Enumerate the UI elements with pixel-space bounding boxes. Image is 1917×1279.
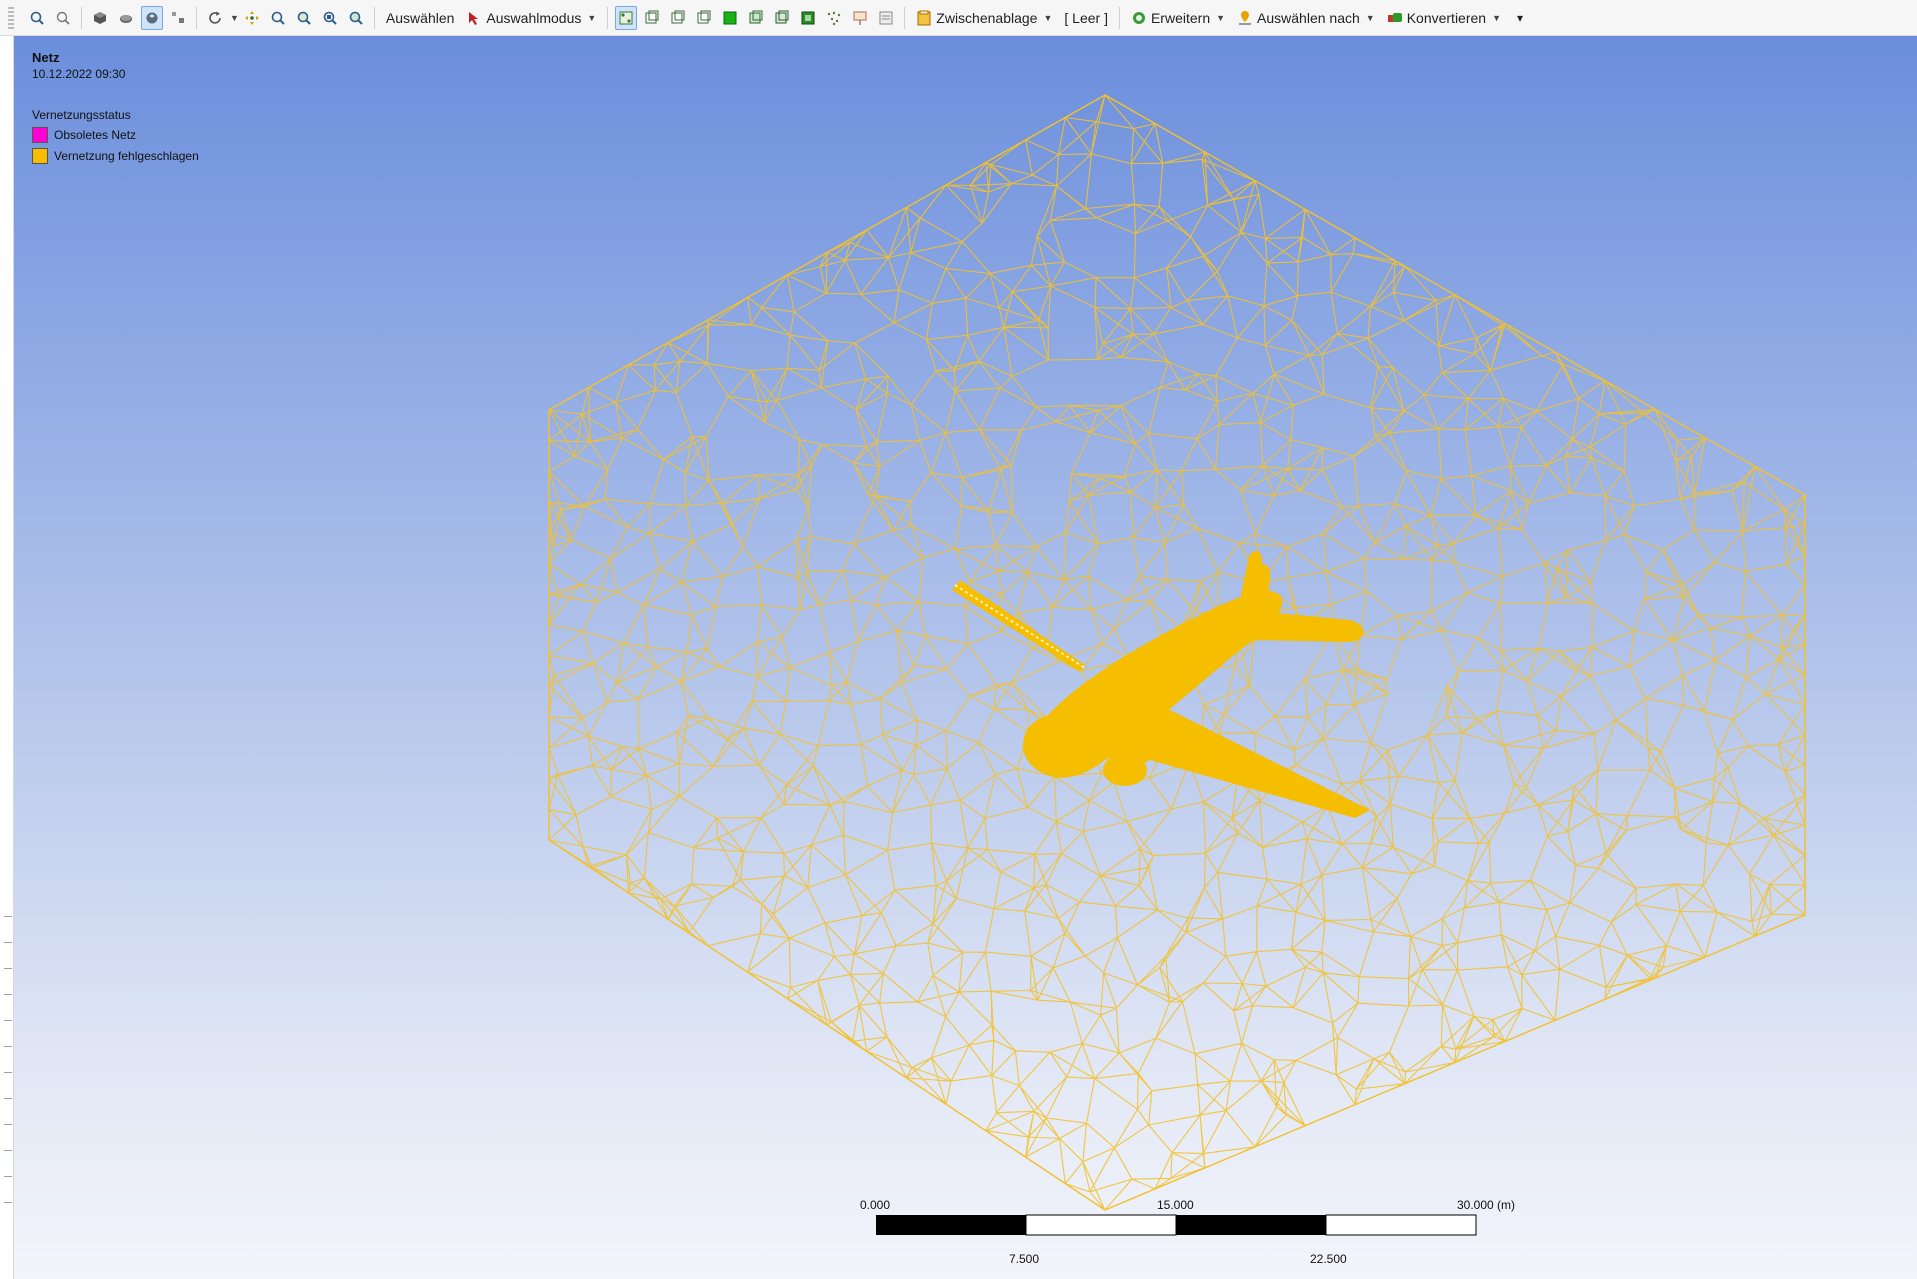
convert-icon xyxy=(1387,12,1402,22)
empty-selection-indicator: [ Leer ] xyxy=(1064,9,1108,26)
body-select-icon[interactable] xyxy=(141,5,163,30)
ruler-tick xyxy=(4,942,12,943)
legend-item-failed: Vernetzung fehlgeschlagen xyxy=(32,148,199,164)
legend-item-obsolete: Obsoletes Netz xyxy=(32,127,199,143)
view-title: Netz xyxy=(32,50,60,65)
select-by-button[interactable]: Auswählen nach ▼ xyxy=(1233,6,1379,30)
chevron-down-icon: ▼ xyxy=(1365,12,1375,23)
scale-label-7-5: 7.500 xyxy=(1009,1252,1040,1266)
toolbar-separator xyxy=(607,6,609,29)
aircraft-fuselage xyxy=(1030,591,1283,778)
body-filter-icon[interactable] xyxy=(693,6,715,30)
toolbar-separator xyxy=(81,6,82,29)
solid-body-icon[interactable] xyxy=(89,6,111,30)
chevron-down-icon: ▼ xyxy=(587,12,597,23)
toolbar-separator xyxy=(904,6,906,29)
ruler-tick xyxy=(4,1150,12,1151)
pan-icon[interactable] xyxy=(241,6,263,30)
face-filter-icon[interactable] xyxy=(667,6,689,30)
location-pin-icon xyxy=(1239,10,1252,25)
aircraft-engine-right xyxy=(1103,754,1147,786)
scale-segment-3 xyxy=(1176,1215,1326,1235)
box-zoom-icon[interactable] xyxy=(293,6,315,30)
scale-label-22-5: 22.500 xyxy=(1310,1252,1347,1266)
zoom-icon[interactable] xyxy=(267,6,289,30)
legend-swatch-failed xyxy=(32,148,48,164)
aircraft-geometry xyxy=(952,551,1370,818)
aircraft-stabilizer xyxy=(1245,610,1364,642)
extend-button[interactable]: Erweitern ▼ xyxy=(1127,6,1229,30)
info-overlay: Netz 10.12.2022 09:30 Vernetzungsstatus … xyxy=(32,50,199,164)
zoom-out-icon[interactable] xyxy=(52,6,74,30)
legend-title: Vernetzungsstatus xyxy=(32,108,131,122)
magnifier-window-icon[interactable] xyxy=(345,6,367,30)
ruler-tick xyxy=(4,994,12,995)
scale-segment-1 xyxy=(876,1215,1026,1235)
toolbar-grip[interactable] xyxy=(8,6,14,29)
ruler-tick xyxy=(4,1072,12,1073)
view-date: 10.12.2022 09:30 xyxy=(32,67,126,81)
toolbar-separator xyxy=(196,6,197,29)
select-mode-button[interactable]: Auswahlmodus ▼ xyxy=(462,6,600,30)
node-select-icon[interactable] xyxy=(167,6,189,30)
chevron-down-icon: ▼ xyxy=(1492,12,1502,23)
ruler-tick xyxy=(4,1098,12,1099)
scale-segment-2 xyxy=(1025,1214,1177,1236)
zoom-to-fit-icon[interactable] xyxy=(319,6,341,30)
element-face-filter-icon[interactable] xyxy=(719,6,741,30)
mesh-wireframe xyxy=(548,94,1806,1211)
scatter-nodes-icon[interactable] xyxy=(823,6,845,30)
mesh-edges xyxy=(548,94,1806,1211)
worksheet-icon[interactable] xyxy=(875,6,897,30)
ruler-tick xyxy=(4,1202,12,1203)
scale-label-15: 15.000 xyxy=(1157,1198,1194,1212)
aircraft-wing-edge xyxy=(954,584,1086,669)
rotate-icon[interactable] xyxy=(204,6,226,30)
scale-segment-4 xyxy=(1325,1214,1477,1236)
chevron-down-icon: ▼ xyxy=(1043,12,1053,23)
aircraft-nose xyxy=(1023,715,1087,775)
mesh-outline xyxy=(548,94,1806,1211)
legend-label: Vernetzung fehlgeschlagen xyxy=(54,149,199,163)
ruler-tick xyxy=(4,968,12,969)
scale-bar xyxy=(876,1214,1477,1236)
toolbar-overflow-icon[interactable]: ▾ xyxy=(1517,10,1524,25)
clipboard-icon xyxy=(917,10,931,25)
ruler-tick xyxy=(4,1124,12,1125)
mesh-view[interactable] xyxy=(14,36,1917,1279)
scale-label-0: 0.000 xyxy=(860,1198,891,1212)
chevron-down-icon: ▼ xyxy=(1216,12,1226,23)
toolbar-separator xyxy=(1118,6,1120,29)
label-tag-icon[interactable] xyxy=(849,6,871,30)
aircraft-vertical-fin xyxy=(1240,551,1262,610)
surface-body-icon[interactable] xyxy=(115,6,137,30)
mesh-element-filter-icon[interactable] xyxy=(797,6,819,30)
aircraft-wing-right xyxy=(1106,700,1370,818)
ruler-tick xyxy=(4,1176,12,1177)
ruler-tick xyxy=(4,1046,12,1047)
legend-swatch-obsolete xyxy=(32,127,48,143)
cursor-arrow-icon xyxy=(469,11,479,25)
convert-button[interactable]: Konvertieren ▼ xyxy=(1383,6,1505,30)
toolbar: ▼ Auswählen Auswahlmodus ▼ Zwischenablage… xyxy=(0,0,1917,36)
rotate-dropdown-icon[interactable]: ▼ xyxy=(230,12,239,23)
extend-icon xyxy=(1132,11,1145,24)
select-button[interactable]: Auswählen xyxy=(385,9,455,26)
mesh-node-filter-icon[interactable] xyxy=(771,6,793,30)
legend-label: Obsoletes Netz xyxy=(54,128,137,142)
left-ruler xyxy=(0,36,14,1279)
toolbar-separator xyxy=(373,6,375,29)
element-filter-icon[interactable] xyxy=(745,6,767,30)
zoom-in-icon[interactable] xyxy=(26,6,48,30)
graphics-viewport[interactable]: Netz 10.12.2022 09:30 Vernetzungsstatus … xyxy=(14,36,1917,1279)
scale-label-30: 30.000 (m) xyxy=(1457,1198,1516,1212)
ruler-tick xyxy=(4,916,12,917)
vertex-filter-icon[interactable] xyxy=(615,5,638,30)
edge-filter-icon[interactable] xyxy=(641,6,663,30)
aircraft-wing-left xyxy=(952,580,1085,672)
ruler-tick xyxy=(4,1020,12,1021)
clipboard-button[interactable]: Zwischenablage ▼ xyxy=(912,6,1056,30)
